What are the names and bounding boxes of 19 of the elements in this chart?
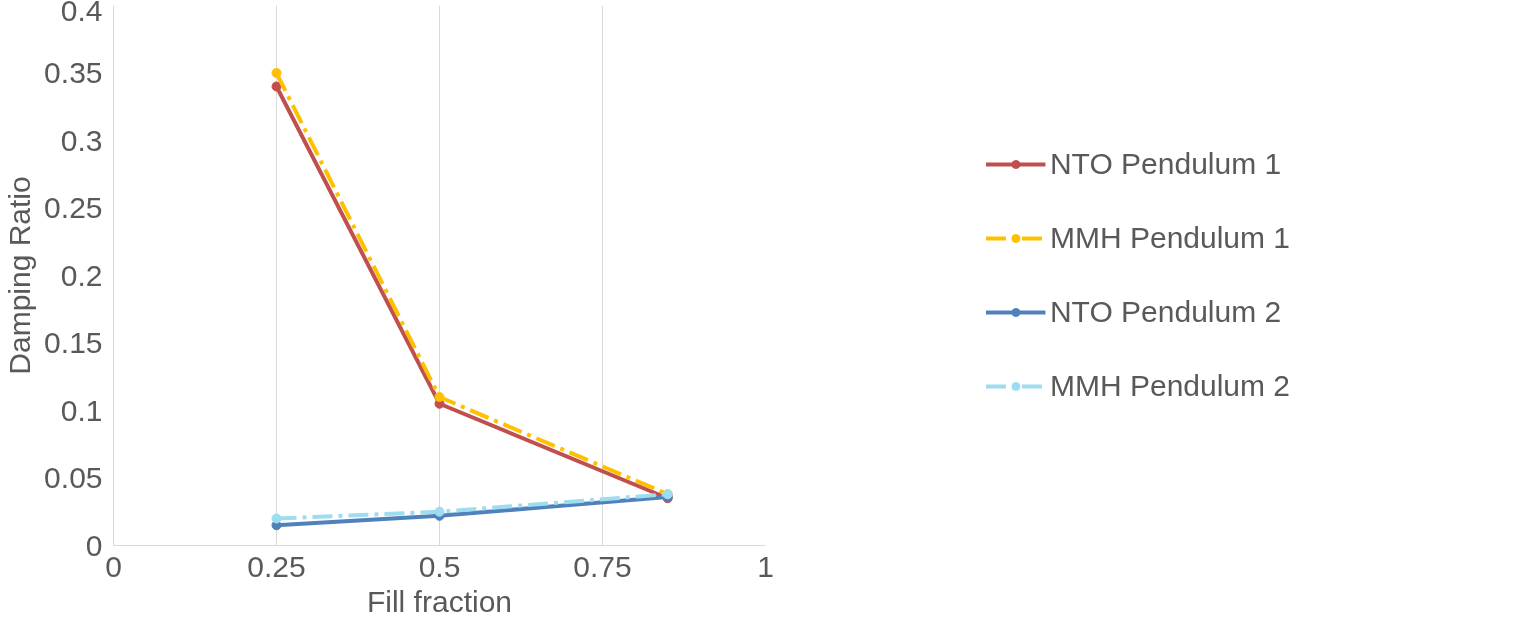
y-tick-label: 0.35 <box>44 56 103 89</box>
x-tick-label: 1 <box>757 549 774 583</box>
legend-label: MMH Pendulum 1 <box>1049 221 1291 255</box>
y-tick-label: 0.3 <box>60 123 103 157</box>
y-tick-label: 0.2 <box>60 258 103 292</box>
x-axis-title: Fill fraction <box>366 584 513 618</box>
x-tick-label: 0.75 <box>573 549 632 583</box>
x-tick-label: 0.25 <box>247 549 306 583</box>
legend-label: MMH Pendulum 2 <box>1049 369 1291 403</box>
legend-label: NTO Pendulum 1 <box>1049 147 1282 181</box>
y-tick-label: 0.25 <box>44 191 103 224</box>
y-tick-label: 0.15 <box>44 326 103 359</box>
legend-label: NTO Pendulum 2 <box>1049 295 1282 329</box>
y-tick-label: 0.1 <box>60 393 103 427</box>
y-tick-label: 0 <box>85 528 103 562</box>
y-axis-title: Damping Ratio <box>3 176 37 375</box>
y-tick-label: 0.4 <box>60 0 103 27</box>
y-tick-label: 0.05 <box>44 461 103 494</box>
x-tick-label: 0.5 <box>418 549 461 583</box>
